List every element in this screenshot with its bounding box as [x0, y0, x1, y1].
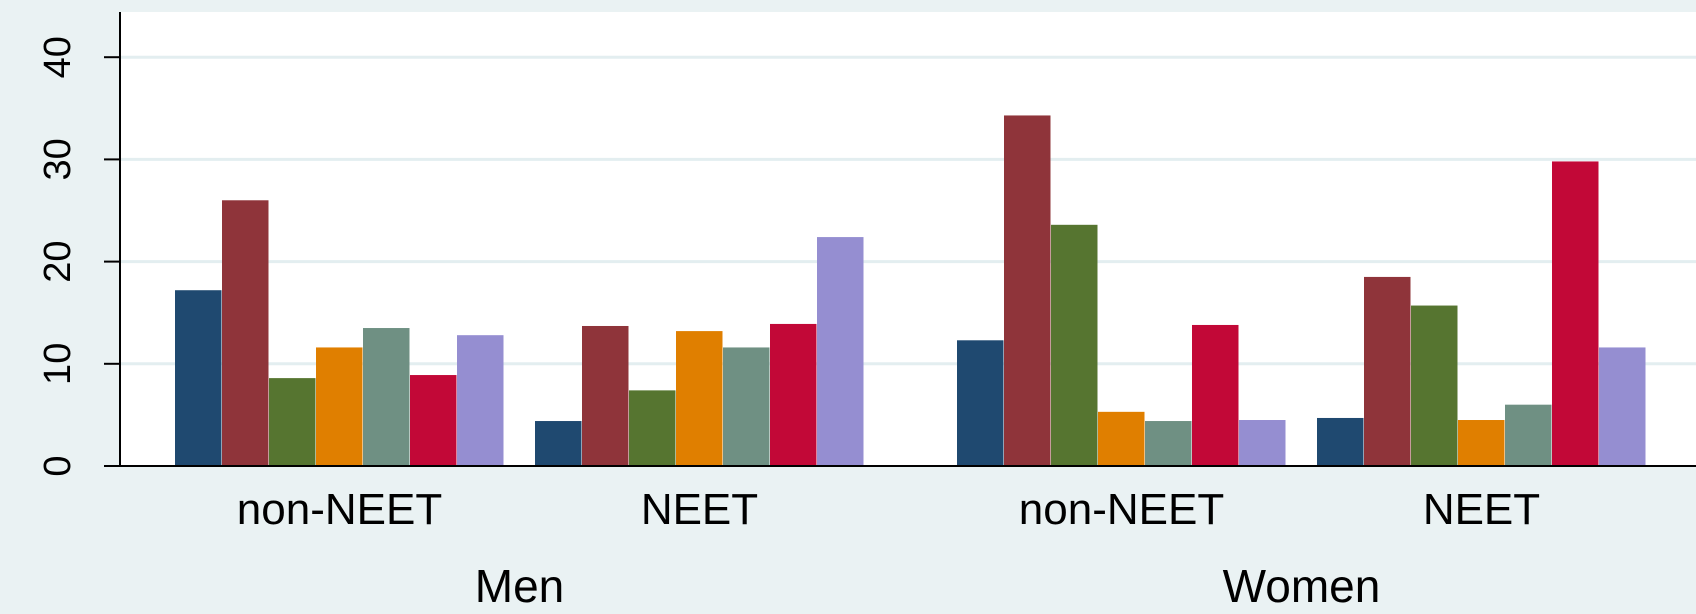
x-group-label: Men — [475, 560, 564, 609]
y-tick-label: 30 — [37, 138, 79, 180]
x-category-label: non-NEET — [237, 485, 442, 534]
bar — [676, 331, 723, 466]
y-tick-label: 20 — [37, 240, 79, 282]
bar — [1364, 276, 1411, 466]
bar — [770, 323, 817, 466]
bar — [817, 237, 864, 466]
y-tick-label: 10 — [37, 343, 79, 385]
bar — [410, 375, 457, 466]
bar — [457, 335, 504, 466]
bar — [1004, 115, 1051, 466]
x-group-label: Women — [1223, 560, 1381, 609]
bar — [1458, 420, 1505, 466]
x-category-label: NEET — [1423, 485, 1540, 534]
bar — [1145, 421, 1192, 466]
bar — [723, 347, 770, 466]
x-category-label: NEET — [641, 485, 758, 534]
bar — [222, 200, 269, 466]
bar — [629, 390, 676, 466]
bar — [269, 378, 316, 466]
bar — [1317, 417, 1364, 466]
bar — [1552, 161, 1599, 466]
bar — [1051, 224, 1098, 466]
bar — [363, 328, 410, 466]
bar — [1411, 305, 1458, 466]
bar — [1239, 420, 1286, 466]
bar — [175, 290, 222, 466]
bar — [316, 347, 363, 466]
y-tick-label: 0 — [37, 455, 79, 476]
bar — [1192, 324, 1239, 466]
bar — [957, 340, 1004, 466]
bar — [582, 325, 629, 466]
bar — [1098, 411, 1145, 466]
y-tick-label: 40 — [37, 36, 79, 78]
bar — [535, 421, 582, 466]
bar — [1599, 347, 1646, 466]
bar — [1505, 404, 1552, 466]
x-category-label: non-NEET — [1019, 485, 1224, 534]
